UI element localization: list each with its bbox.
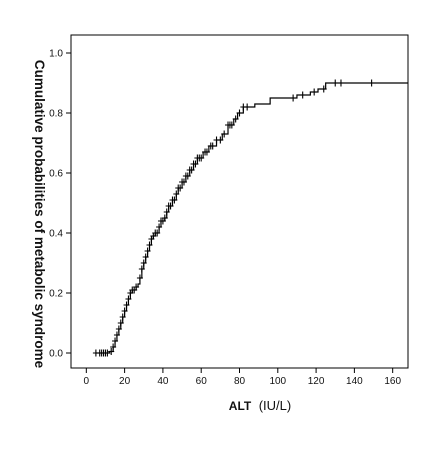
series-layer	[92, 79, 408, 357]
censor-mark	[161, 214, 168, 222]
censor-mark	[203, 148, 210, 156]
x-axis-label: ALT (IU/L)	[229, 397, 291, 414]
censor-mark	[156, 223, 163, 231]
x-axis: 0 20 40 60 80 100 120 140 160	[84, 368, 401, 387]
censor-mark	[113, 331, 120, 339]
x-tick-label: 120	[308, 376, 325, 387]
censor-mark	[332, 79, 339, 87]
censor-mark	[188, 166, 195, 174]
plot-frame	[70, 34, 409, 369]
censor-mark	[142, 253, 149, 261]
censor-mark	[112, 337, 119, 345]
censor-mark	[167, 202, 174, 210]
y-tick-label: 0.0	[49, 349, 63, 360]
x-tick-label: 20	[119, 376, 131, 387]
censor-mark	[236, 109, 243, 117]
censor-mark	[192, 160, 199, 168]
censor-mark	[311, 88, 318, 96]
censor-mark	[232, 115, 239, 123]
y-tick-label: 0.6	[49, 169, 63, 180]
y-tick-label: 1.0	[49, 49, 63, 60]
censor-mark	[123, 301, 130, 309]
censor-mark	[121, 307, 128, 315]
censor-mark	[217, 136, 224, 144]
censor-mark	[108, 348, 115, 355]
x-tick-label: 40	[157, 376, 169, 387]
censor-mark	[171, 196, 178, 204]
y-tick-label: 0.2	[49, 289, 63, 300]
censor-mark	[104, 349, 111, 357]
y-tick-label: 0.8	[49, 109, 63, 120]
x-tick-label: 60	[196, 376, 208, 387]
censor-mark	[173, 190, 180, 198]
censor-mark	[368, 79, 375, 87]
censor-mark	[290, 94, 297, 102]
censor-mark	[154, 229, 161, 237]
censor-mark	[244, 103, 251, 111]
censor-mark	[115, 325, 122, 333]
x-axis-label-name: ALT	[229, 399, 252, 413]
x-tick-label: 100	[269, 376, 286, 387]
x-tick-label: 160	[384, 376, 401, 387]
x-tick-label: 80	[234, 376, 246, 387]
x-axis-label-unit: (IU/L)	[259, 398, 292, 413]
x-tick-label: 140	[346, 376, 363, 387]
censor-mark	[110, 343, 117, 351]
censor-mark	[337, 79, 344, 87]
censor-mark	[146, 241, 153, 249]
censor-mark	[133, 283, 140, 291]
censor-mark	[299, 91, 306, 99]
y-tick-label: 0.4	[49, 229, 63, 240]
censor-mark	[221, 130, 228, 138]
censor-mark	[117, 319, 124, 327]
censor-mark	[136, 274, 143, 282]
x-tick-label: 0	[84, 376, 90, 387]
censor-mark	[119, 313, 126, 321]
censor-mark	[140, 259, 147, 267]
y-axis-label: Cumulative probabilities of metabolic sy…	[32, 60, 47, 369]
y-axis: 0.0 0.2 0.4 0.6 0.8 1.0	[49, 49, 71, 360]
censor-mark	[198, 154, 205, 162]
censor-mark	[180, 178, 187, 186]
censor-mark	[125, 295, 132, 303]
censor-mark	[209, 142, 216, 150]
censor-mark	[228, 121, 235, 129]
censor-mark	[144, 247, 151, 255]
censor-mark	[138, 265, 145, 273]
censor-mark	[163, 208, 170, 216]
censor-mark	[184, 172, 191, 180]
censor-mark	[320, 85, 327, 93]
censor-mark	[177, 184, 184, 192]
